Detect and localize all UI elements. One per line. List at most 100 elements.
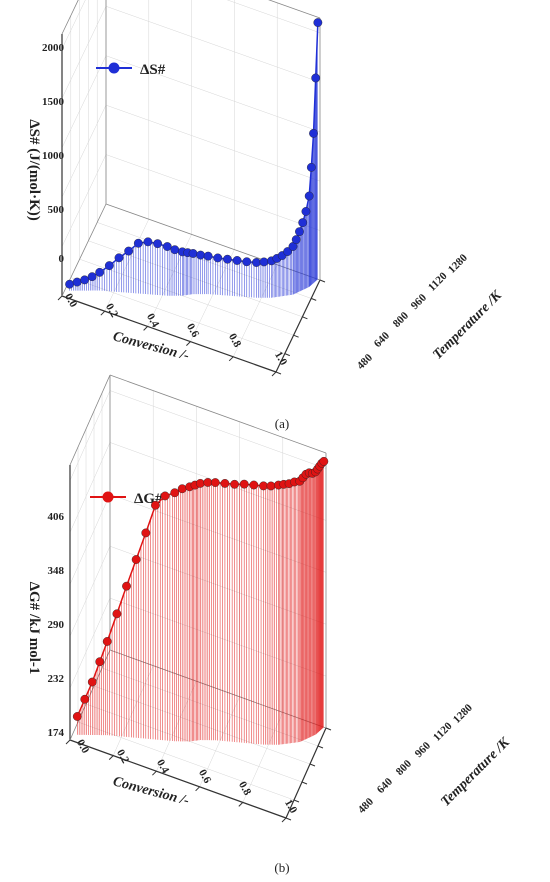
data-point: [304, 191, 314, 201]
panel-a-z-tick-5: 1280: [446, 252, 470, 276]
box-edge: [268, 0, 321, 19]
data-point: [291, 235, 301, 245]
data-point: [80, 694, 90, 704]
data-point: [288, 242, 298, 251]
side-wall-grid-line: [69, 390, 111, 481]
panel-b-x-tick-5: 1.0: [282, 798, 300, 816]
z-tick-mark: [275, 371, 282, 375]
data-point: [242, 257, 252, 267]
side-wall-grid-line: [69, 546, 111, 637]
panel-a-y-tick-2: 1000: [42, 150, 65, 162]
z-tick-mark: [285, 817, 292, 821]
z-tick-mark: [317, 745, 324, 749]
panel-a-x-axis-label: Conversion /-: [111, 329, 191, 364]
panel-b-z-tick-4: 1120: [431, 720, 455, 744]
z-tick-mark: [311, 297, 317, 301]
data-point: [153, 239, 163, 249]
panel-b-x-tick-3: 0.6: [196, 768, 214, 786]
floor-grid-line: [112, 665, 154, 756]
panel-b-z-tick-5: 1280: [451, 702, 475, 726]
data-point: [80, 275, 90, 285]
axis-line-temperature: [275, 279, 321, 373]
panel-a-x-tick-4: 0.8: [226, 332, 244, 350]
z-tick-mark: [325, 727, 332, 731]
z-tick-mark: [302, 316, 308, 320]
panel-b-y-tick-3: 348: [48, 565, 65, 577]
side-wall-grid-line: [61, 154, 107, 247]
data-point: [203, 251, 213, 261]
floor-grid-line: [77, 721, 295, 801]
data-point: [170, 245, 180, 255]
data-point: [170, 488, 180, 498]
panel-a-y-axis-label: ΔS# (J/(mol·K)): [26, 119, 42, 220]
x-tick-mark: [195, 786, 200, 792]
panel-a-legend-marker: [108, 62, 120, 74]
panel-a-grid: [57, 0, 326, 377]
data-point: [160, 491, 170, 501]
x-tick-mark: [281, 817, 287, 823]
panel-b-z-tick-2: 800: [394, 757, 415, 778]
panel-a-legend: ΔS#: [96, 62, 166, 78]
panel-b-y-tick-1: 232: [48, 673, 65, 685]
data-point: [87, 272, 97, 282]
side-wall-grid-line: [69, 494, 111, 585]
panel-b-x-tick-1: 0.2: [114, 748, 132, 766]
panel-b-y-tick-0: 174: [48, 727, 65, 739]
z-tick-mark: [301, 781, 308, 785]
data-point: [266, 481, 276, 491]
panel-a-y-tick-4: 2000: [42, 42, 65, 54]
side-wall-grid-line: [61, 0, 86, 49]
panel-a-z-tick-1: 640: [372, 329, 393, 350]
data-point: [223, 254, 232, 264]
floor-grid-line: [199, 696, 240, 787]
floor-grid-line: [85, 703, 303, 783]
panel-a-y-tick-1: 500: [48, 204, 65, 216]
back-wall-grid-line: [109, 597, 327, 677]
axis-line-conversion: [69, 739, 287, 819]
data-point: [102, 637, 112, 646]
data-point: [196, 250, 206, 260]
panel-a-caption: (a): [275, 416, 289, 431]
back-wall-grid-line: [105, 154, 321, 231]
z-tick-mark: [309, 763, 316, 767]
panel-b-y-axis-label: ΔG# /kJ mol-1: [26, 582, 42, 675]
panel-a-legend-label: ΔS#: [140, 62, 166, 78]
data-point: [210, 478, 220, 487]
series-line: [69, 22, 319, 285]
data-point: [162, 242, 172, 251]
data-point: [133, 238, 143, 248]
data-point: [104, 261, 114, 271]
data-point: [95, 267, 105, 277]
data-point: [124, 246, 134, 256]
floor-grid-line: [70, 277, 285, 354]
x-tick-mark: [152, 770, 157, 776]
data-point: [131, 555, 141, 564]
z-tick-mark: [293, 334, 299, 338]
data-point: [295, 227, 304, 237]
x-tick-mark: [271, 371, 277, 377]
data-point: [87, 677, 97, 687]
data-point: [220, 479, 230, 488]
data-point: [114, 253, 124, 263]
data-point: [311, 73, 321, 83]
panel-a-z-tick-3: 960: [409, 291, 430, 312]
panel-a-x-tick-1: 0.2: [103, 302, 121, 320]
data-point: [309, 128, 318, 138]
panel-b-z-tick-3: 960: [413, 739, 434, 760]
data-point: [72, 277, 82, 287]
data-point: [143, 237, 153, 247]
x-tick-mark: [108, 755, 114, 760]
data-point: [122, 581, 131, 591]
panel-b-y-tick-4: 406: [48, 511, 65, 523]
data-point: [239, 479, 249, 489]
back-wall-grid-line: [105, 6, 321, 83]
x-tick-mark: [238, 802, 244, 807]
x-tick-mark: [143, 326, 148, 331]
box-edge: [109, 649, 327, 729]
panel-a-series: [65, 18, 323, 298]
panel-b-legend-marker: [102, 491, 114, 503]
panel-a-x-tick-5: 1.0: [272, 350, 290, 368]
back-wall-grid-line: [226, 0, 321, 34]
data-point: [259, 481, 268, 491]
